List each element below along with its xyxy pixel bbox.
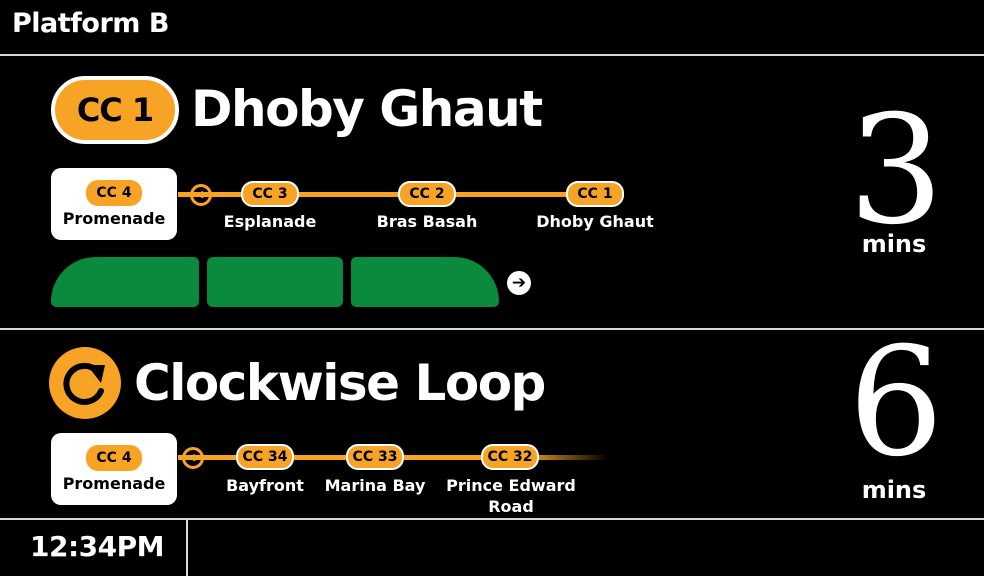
origin-station-code: CC 4 bbox=[86, 180, 142, 206]
train-car bbox=[51, 257, 199, 307]
footer-separator bbox=[186, 520, 188, 576]
origin-station-code: CC 4 bbox=[86, 445, 142, 471]
clock: 12:34PM bbox=[30, 530, 165, 563]
train-divider bbox=[0, 328, 984, 330]
platform-title: Platform B bbox=[12, 8, 169, 39]
stop-name: Marina Bay bbox=[324, 476, 426, 495]
header-divider bbox=[0, 54, 984, 56]
footer-divider bbox=[0, 518, 984, 520]
arrival-minutes-label: mins bbox=[861, 476, 927, 504]
origin-station-box: CC 4 Promenade bbox=[51, 168, 177, 240]
train-direction-icon: ➔ bbox=[507, 271, 531, 295]
origin-station-box: CC 4 Promenade bbox=[51, 433, 177, 505]
stop-code: CC 2 bbox=[398, 181, 456, 207]
destination-title: Dhoby Ghaut bbox=[191, 80, 543, 138]
destination-badge: CC 1 bbox=[51, 76, 179, 144]
stop-code: CC 32 bbox=[481, 444, 539, 470]
direction-arrow-icon: ➔ bbox=[190, 184, 212, 206]
origin-station-name: Promenade bbox=[62, 474, 166, 493]
stop-name: Prince Edward Road bbox=[446, 476, 576, 516]
direction-arrow-icon: ➔ bbox=[182, 447, 204, 469]
stop-code: CC 34 bbox=[236, 444, 294, 470]
arrival-minutes: 3 bbox=[848, 84, 944, 258]
arrival-minutes-label: mins bbox=[861, 230, 927, 258]
stop-code: CC 3 bbox=[241, 181, 299, 207]
destination-title: Clockwise Loop bbox=[134, 354, 546, 412]
stop-name: Bayfront bbox=[226, 476, 304, 495]
origin-station-name: Promenade bbox=[62, 209, 166, 228]
stop-name: Dhoby Ghaut bbox=[536, 212, 654, 231]
arrival-minutes: 6 bbox=[848, 316, 944, 490]
train-car bbox=[351, 257, 499, 307]
clockwise-loop-icon bbox=[49, 347, 121, 419]
stop-name: Bras Basah bbox=[376, 212, 478, 231]
stop-name: Esplanade bbox=[223, 212, 317, 231]
stop-code: CC 1 bbox=[566, 181, 624, 207]
stop-code: CC 33 bbox=[346, 444, 404, 470]
train-car bbox=[207, 257, 343, 307]
